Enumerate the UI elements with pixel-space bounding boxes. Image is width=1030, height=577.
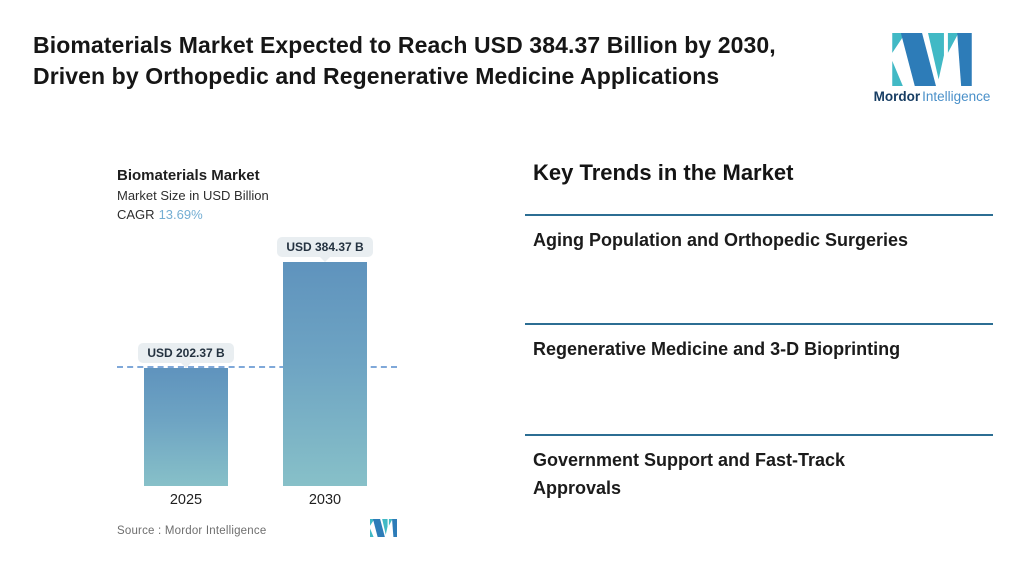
data-label-pointer — [320, 257, 330, 262]
page-title: Biomaterials Market Expected to Reach US… — [33, 32, 776, 89]
source-row: Source : Mordor Intelligence — [117, 519, 397, 542]
x-axis-label-2030: 2030 — [308, 492, 342, 508]
bar-2025 — [144, 368, 228, 486]
data-label-2025: USD 202.37 B — [138, 343, 234, 363]
chart-title: Biomaterials Market — [117, 167, 260, 184]
reference-dashed-line — [117, 366, 397, 368]
market-chart: Biomaterials Market Market Size in USD B… — [117, 167, 417, 542]
logo-text-intelligence: Intelligence — [922, 89, 991, 104]
data-label-2030: USD 384.37 B — [277, 237, 373, 257]
x-axis-label-2025: 2025 — [169, 492, 203, 508]
trend-divider — [525, 323, 993, 325]
cagr-label: CAGR — [117, 207, 155, 222]
trend-item-2: Regenerative Medicine and 3-D Bioprintin… — [533, 339, 901, 359]
trend-item-3: Government Support and Fast-Track Approv… — [533, 450, 846, 498]
bar-group-2030: USD 384.37 B 2030 — [277, 237, 373, 508]
mordor-logo-mark-icon — [370, 519, 397, 542]
bar-group-2025: USD 202.37 B 2025 — [138, 343, 234, 508]
trend-divider — [525, 214, 993, 216]
logo-wordmark: Mordor Intelligence — [872, 89, 992, 104]
bar-2030 — [283, 262, 367, 486]
data-label-pointer — [181, 363, 191, 368]
source-attribution: Source : Mordor Intelligence — [117, 524, 267, 537]
chart-subtitle: Market Size in USD Billion — [117, 188, 269, 203]
cagr-value: 13.69% — [158, 207, 203, 222]
trend-item-1: Aging Population and Orthopedic Surgerie… — [533, 230, 909, 250]
bar-plot-area: USD 202.37 B 2025 USD 384.37 B 2030 — [117, 234, 397, 508]
logo-text-mordor: Mordor — [873, 89, 921, 104]
trends-heading: Key Trends in the Market — [533, 160, 794, 185]
mordor-intelligence-logo: Mordor Intelligence — [872, 33, 992, 104]
chart-cagr: CAGR 13.69% — [117, 207, 417, 222]
mordor-logo-icon — [872, 33, 992, 86]
key-trends-panel: Key Trends in the Market Aging Populatio… — [525, 160, 993, 560]
trend-divider — [525, 434, 993, 436]
